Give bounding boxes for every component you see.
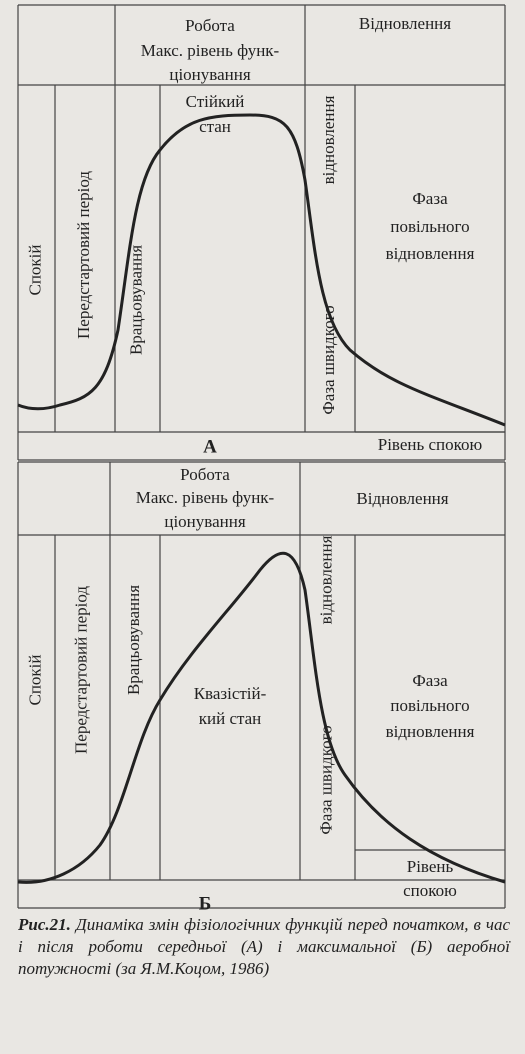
slow-phase: відновлення [386, 244, 475, 263]
warmup-label: Врацьовування [124, 585, 143, 695]
fast-phase: відновлення [316, 535, 335, 624]
rest-label: Спокій [25, 654, 44, 705]
slow-phase: Фаза [412, 189, 448, 208]
slow-phase: Фаза [412, 671, 448, 690]
fast-phase: Фаза швидкого [319, 305, 338, 414]
caption: Рис.21. Динаміка змін фізіологічних функ… [18, 914, 510, 980]
warmup-label: Врацьовування [126, 245, 145, 355]
diagram: Робота Макс. рівень функ-ціонування Віднов… [17, 4, 506, 914]
baseline-label: Рівень спокою [378, 435, 483, 454]
caption-text: Динаміка змін фізіологічних функцій пере… [18, 915, 510, 979]
slow-phase: повільного [390, 217, 469, 236]
max-level: ціонування [169, 65, 250, 84]
state-label: кий стан [199, 709, 262, 728]
work-label: Робота [185, 16, 235, 35]
baseline-label: спокою [403, 881, 457, 900]
slow-phase: повільного [390, 696, 469, 715]
max-level: Макс. рівень функ- [141, 41, 280, 60]
fast-phase: Фаза швидкого [316, 725, 335, 834]
panel-letter: Б [199, 893, 212, 910]
work-label: Робота [180, 465, 230, 484]
figure-label: Рис.21. [18, 915, 71, 934]
baseline-label: Рівень [407, 857, 454, 876]
fast-phase: відновлення [319, 95, 338, 184]
curve [17, 551, 506, 884]
state-label: Квазістій- [194, 684, 267, 703]
state-label: стан [199, 117, 231, 136]
max-level: Макс. рівень функ- [136, 488, 275, 507]
state-label: Стійкий [186, 92, 245, 111]
prestart-label: Передстартовий період [71, 586, 90, 754]
rest-label: Спокій [25, 244, 44, 295]
panel-letter: А [203, 436, 217, 457]
recovery-label: Відновлення [356, 489, 448, 508]
prestart-label: Передстартовий період [74, 171, 93, 339]
max-level: ціонування [164, 512, 245, 531]
recovery-label: Відновлення [359, 14, 451, 33]
curve [17, 113, 506, 427]
slow-phase: відновлення [386, 722, 475, 741]
